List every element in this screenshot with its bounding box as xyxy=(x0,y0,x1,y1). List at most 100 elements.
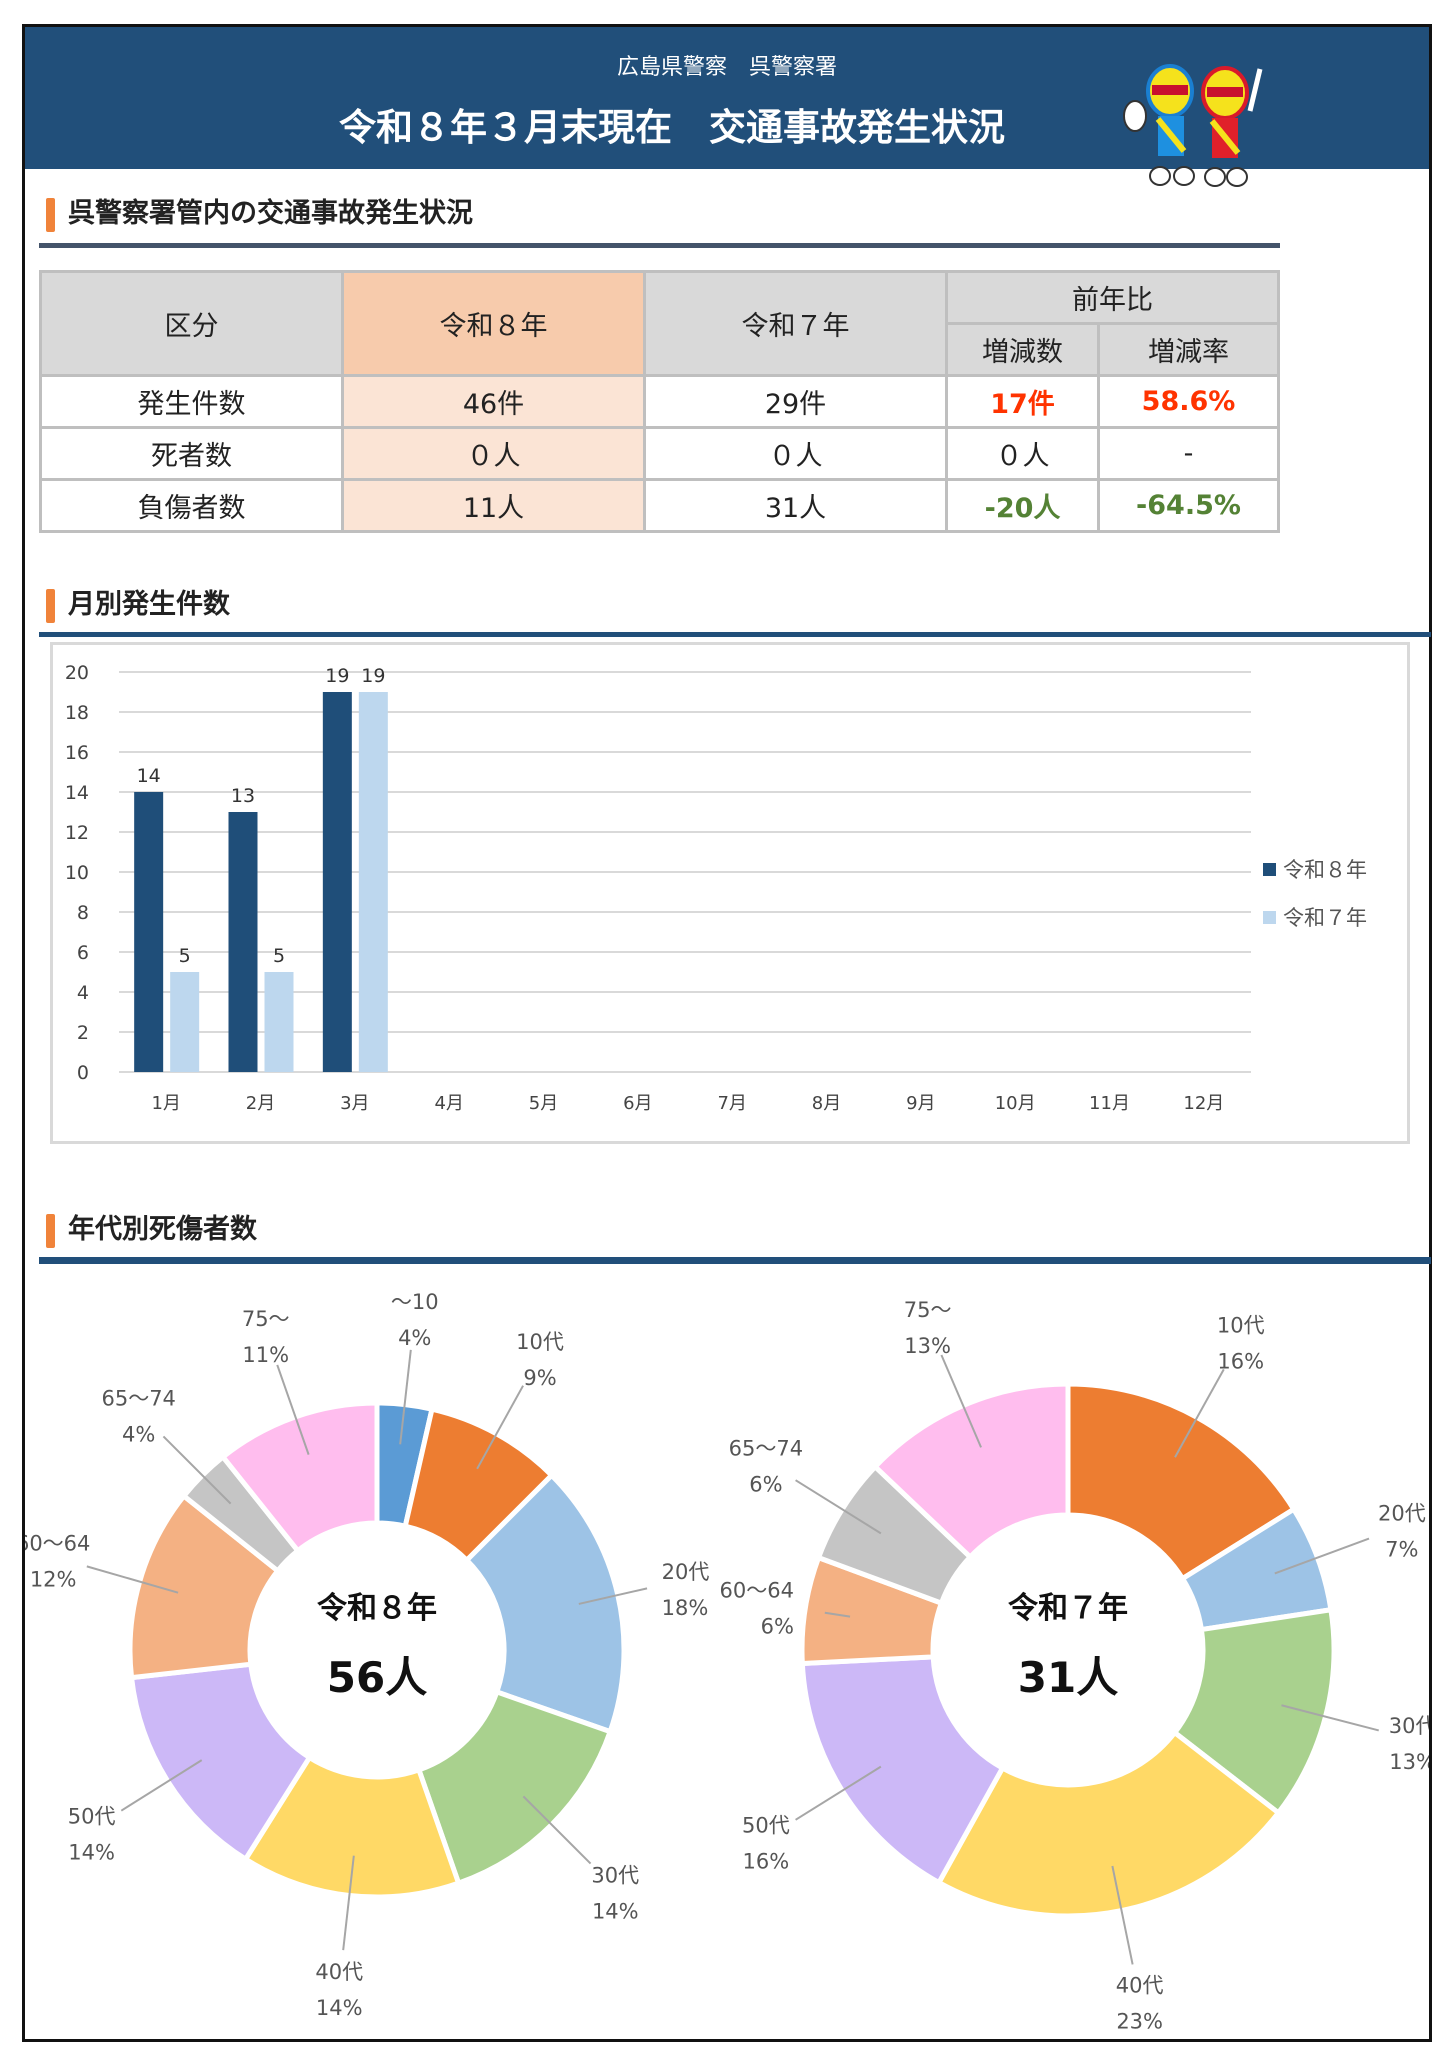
page-frame xyxy=(22,24,1432,2042)
slice-percent: 4% xyxy=(398,1326,431,1350)
leader-line xyxy=(522,1795,592,1865)
leader-line xyxy=(1274,1537,1370,1575)
slice-percent: 9% xyxy=(523,1366,556,1390)
leader-line xyxy=(1174,1368,1225,1458)
slice-label: 30代 xyxy=(591,1863,639,1887)
slice-label: 75～ xyxy=(904,1298,952,1322)
x-tick-label: 12月 xyxy=(1183,1093,1224,1114)
slice-percent: 16% xyxy=(1217,1350,1264,1374)
header-current-year: 令和８年 xyxy=(341,270,646,377)
current-value: 11人 xyxy=(341,478,646,533)
slice-percent: 14% xyxy=(592,1899,639,1923)
x-tick-label: 11月 xyxy=(1089,1093,1130,1114)
donut-slice xyxy=(799,1654,1006,1886)
y-tick-label: 8 xyxy=(77,902,89,924)
leader-line xyxy=(476,1385,524,1470)
slice-label: 40代 xyxy=(1116,1974,1164,1998)
leader-line xyxy=(1281,1704,1380,1732)
slice-label: 65～74 xyxy=(729,1437,803,1461)
table-row: 負傷者数 11人 31人 -20人 -64.5% xyxy=(39,478,1280,533)
leader-line xyxy=(824,1611,851,1618)
previous-value: 31人 xyxy=(643,478,948,533)
x-tick-label: 4月 xyxy=(434,1093,463,1114)
rate-value: 58.6% xyxy=(1097,374,1280,429)
x-tick-label: 9月 xyxy=(906,1093,935,1114)
slice-percent: 12% xyxy=(30,1568,77,1592)
table-row: 発生件数 46件 29件 17件 58.6% xyxy=(39,374,1280,429)
row-label: 発生件数 xyxy=(39,374,344,429)
y-tick-label: 10 xyxy=(65,862,89,884)
accident-summary-table: 区分 令和８年 令和７年 前年比 増減数 増減率 発生件数 46件 29件 17… xyxy=(39,270,1280,533)
y-tick-label: 0 xyxy=(77,1062,89,1084)
section-divider xyxy=(39,1257,1431,1264)
slice-percent: 14% xyxy=(68,1840,115,1864)
y-tick-label: 14 xyxy=(65,782,89,804)
x-tick-label: 1月 xyxy=(151,1093,180,1114)
section-heading-monthly: 月別発生件数 xyxy=(46,587,230,623)
data-label: 19 xyxy=(325,665,349,687)
slice-label: 10代 xyxy=(516,1330,564,1354)
data-label: 14 xyxy=(137,765,161,787)
leader-line xyxy=(578,1587,648,1605)
legend-swatch xyxy=(1263,911,1276,924)
leader-line xyxy=(120,1759,203,1812)
y-tick-label: 6 xyxy=(77,942,89,964)
diff-value: -20人 xyxy=(945,478,1100,533)
bar-current xyxy=(322,692,352,1072)
x-tick-label: 7月 xyxy=(717,1093,746,1114)
leader-line xyxy=(162,1435,232,1505)
slice-percent: 6% xyxy=(761,1615,794,1639)
legend-label: 令和７年 xyxy=(1283,906,1367,930)
y-tick-label: 12 xyxy=(65,822,89,844)
data-label: 5 xyxy=(273,945,285,967)
header-diff: 増減数 xyxy=(945,322,1100,377)
slice-percent: 7% xyxy=(1385,1537,1418,1561)
header-category: 区分 xyxy=(39,270,344,377)
slice-label: 50代 xyxy=(742,1813,790,1837)
slice-label: 20代 xyxy=(1378,1501,1426,1525)
slice-label: 30代 xyxy=(1389,1714,1429,1738)
slice-label: 10代 xyxy=(1217,1314,1265,1338)
previous-value: 29件 xyxy=(643,374,948,429)
donut-chart-令和７年: 10代 16% 20代 7% 30代 13% 40代 23% 50代 16% 60～64 6% 65～7… xyxy=(720,1298,1429,2034)
row-label: 負傷者数 xyxy=(39,478,344,533)
slice-label: 20代 xyxy=(662,1560,710,1584)
rate-value: - xyxy=(1097,426,1280,481)
donut-slice xyxy=(935,1729,1282,1919)
header-year-over-year: 前年比 xyxy=(945,270,1280,325)
leader-line xyxy=(795,1479,882,1535)
slice-label: 65～74 xyxy=(101,1387,175,1411)
slice-percent: 11% xyxy=(242,1343,289,1367)
bar-current xyxy=(134,792,164,1072)
current-value: ０人 xyxy=(341,426,646,481)
row-label: 死者数 xyxy=(39,426,344,481)
previous-value: ０人 xyxy=(643,426,948,481)
x-tick-label: 8月 xyxy=(812,1093,841,1114)
section-heading-age: 年代別死傷者数 xyxy=(46,1212,257,1248)
x-tick-label: 2月 xyxy=(246,1093,275,1114)
slice-label: 40代 xyxy=(315,1960,363,1984)
slice-label: 60～64 xyxy=(720,1579,794,1603)
mascot-blue xyxy=(1123,64,1195,186)
current-value: 46件 xyxy=(341,374,646,429)
section-heading-accident-status: 呉警察署管内の交通事故発生状況 xyxy=(46,196,473,232)
legend-swatch xyxy=(1263,863,1276,876)
age-donut-charts: ～104%10代9%20代18%30代14%40代14%50代14%60～641… xyxy=(25,1290,1429,2034)
diff-value: ０人 xyxy=(945,426,1100,481)
donut-center-title: 令和８年 xyxy=(317,1591,437,1626)
y-tick-label: 18 xyxy=(65,702,89,724)
donut-center-title: 令和７年 xyxy=(1008,1591,1128,1626)
legend-label: 令和８年 xyxy=(1283,858,1367,882)
x-tick-label: 3月 xyxy=(340,1093,369,1114)
monthly-bar-chart: 0 2 4 6 8 10 12 14 16 18 20 1月 14 5 2月 13 5 3月 19 19 4月 5月 6月 7… xyxy=(50,642,1410,1144)
section-divider xyxy=(39,632,1431,637)
slice-percent: 16% xyxy=(743,1849,790,1873)
data-label: 13 xyxy=(231,785,255,807)
y-tick-label: 20 xyxy=(65,662,89,684)
diff-value: 17件 xyxy=(945,374,1100,429)
donut-slice xyxy=(219,1400,380,1555)
leader-line xyxy=(940,1354,982,1448)
leader-line xyxy=(1111,1865,1134,1965)
x-tick-label: 10月 xyxy=(995,1093,1036,1114)
leader-line xyxy=(342,1855,355,1951)
